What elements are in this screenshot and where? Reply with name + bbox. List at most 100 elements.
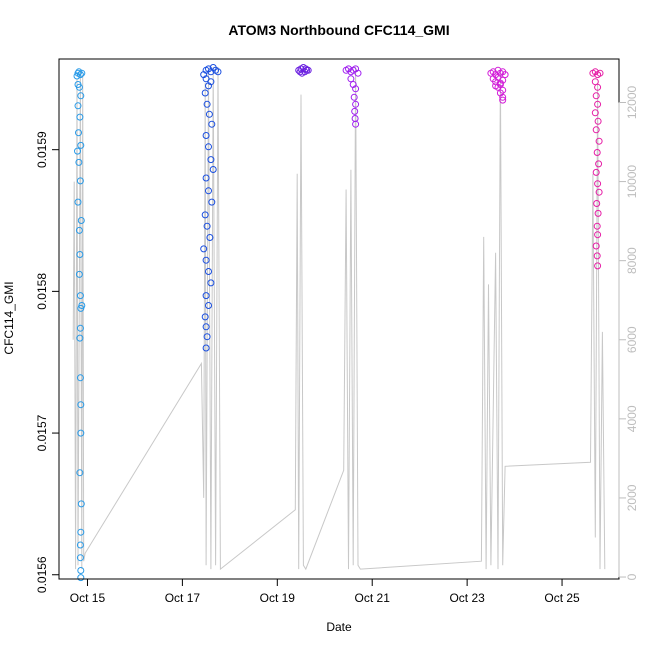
data-point (593, 222, 601, 230)
data-point (501, 71, 509, 79)
y-tick-label: 0.0158 (35, 273, 49, 310)
data-point (352, 100, 360, 108)
data-point (202, 174, 210, 182)
data-point (76, 177, 84, 185)
data-point (205, 110, 213, 118)
data-point (75, 83, 83, 91)
y2-tick-label: 12000 (625, 85, 639, 119)
data-point (76, 469, 84, 477)
x-tick-label: Oct 25 (544, 591, 580, 605)
data-point (296, 68, 304, 76)
data-point (202, 323, 210, 331)
y-tick-label: 0.0157 (35, 414, 49, 451)
data-point (77, 500, 85, 508)
plot-frame (58, 58, 620, 580)
data-point (350, 93, 358, 101)
data-point (592, 168, 600, 176)
data-point (592, 242, 600, 250)
data-point (594, 209, 602, 217)
data-point (202, 344, 210, 352)
series-4 (487, 66, 509, 104)
altitude-line (72, 66, 606, 571)
data-point (594, 180, 602, 188)
data-point (595, 137, 603, 145)
data-point (77, 217, 85, 224)
data-point (591, 109, 599, 117)
data-point (75, 158, 83, 166)
y2-tick-label: 10000 (625, 165, 639, 199)
data-point (206, 234, 214, 241)
data-points (73, 64, 604, 582)
y-axis: 0.0156 0.0157 0.0158 0.0159 (35, 131, 60, 593)
data-point (496, 81, 504, 88)
series-5 (589, 68, 604, 270)
data-point (499, 76, 507, 84)
data-point (203, 222, 211, 230)
data-point (351, 107, 359, 115)
y2-tick-label: 6000 (625, 326, 639, 353)
data-point (75, 226, 83, 234)
x-axis-title: Date (326, 620, 352, 634)
data-point (76, 554, 84, 562)
data-point (303, 66, 311, 74)
x-axis: Oct 15 Oct 17 Oct 19 Oct 21 Oct 23 Oct 25 (70, 578, 580, 605)
data-point (595, 160, 603, 168)
data-point (77, 567, 85, 574)
y-tick-label: 0.0156 (35, 556, 49, 593)
data-point (203, 333, 211, 341)
x-tick-label: Oct 17 (165, 591, 201, 605)
data-point (594, 100, 602, 108)
data-point (205, 302, 212, 309)
data-point (76, 334, 84, 342)
data-point (499, 96, 507, 104)
y-tick-label: 0.0159 (35, 131, 49, 168)
data-point (77, 141, 85, 149)
data-point (201, 313, 209, 321)
data-point (77, 574, 85, 582)
data-point (593, 149, 601, 156)
data-point (207, 156, 215, 164)
y-axis-title: CFC114_GMI (2, 281, 16, 354)
data-point (594, 83, 602, 91)
data-point (76, 324, 84, 332)
data-point (591, 78, 599, 86)
data-point (77, 304, 85, 312)
x-tick-label: Oct 19 (260, 591, 296, 605)
y2-tick-label: 0 (625, 573, 639, 580)
y2-tick-label: 8000 (625, 247, 639, 274)
data-point (352, 85, 360, 93)
data-point (77, 528, 85, 536)
data-point (594, 231, 602, 239)
data-point (594, 117, 602, 125)
data-point (202, 292, 210, 300)
data-point (592, 126, 600, 134)
data-point (205, 143, 212, 151)
data-point (354, 69, 362, 77)
data-point (209, 166, 217, 173)
x-tick-label: Oct 21 (355, 591, 391, 605)
data-point (74, 198, 82, 206)
data-point (77, 401, 85, 409)
data-point (203, 100, 211, 108)
series-2 (295, 64, 312, 77)
data-point (76, 113, 84, 121)
data-point (594, 262, 602, 270)
data-point (76, 292, 84, 300)
data-point (76, 374, 84, 382)
series-1 (200, 64, 222, 352)
data-point (592, 92, 600, 100)
data-point (593, 200, 601, 207)
series-0 (73, 68, 86, 582)
data-point (78, 302, 86, 309)
data-point (74, 147, 81, 155)
data-point (201, 89, 209, 97)
chart-title: ATOM3 Northbound CFC114_GMI (228, 22, 449, 38)
data-point (596, 69, 604, 77)
data-point (207, 78, 215, 86)
data-point (75, 129, 82, 137)
data-point (352, 120, 360, 128)
data-point (75, 270, 83, 278)
data-point (202, 132, 210, 139)
data-point (205, 268, 212, 275)
